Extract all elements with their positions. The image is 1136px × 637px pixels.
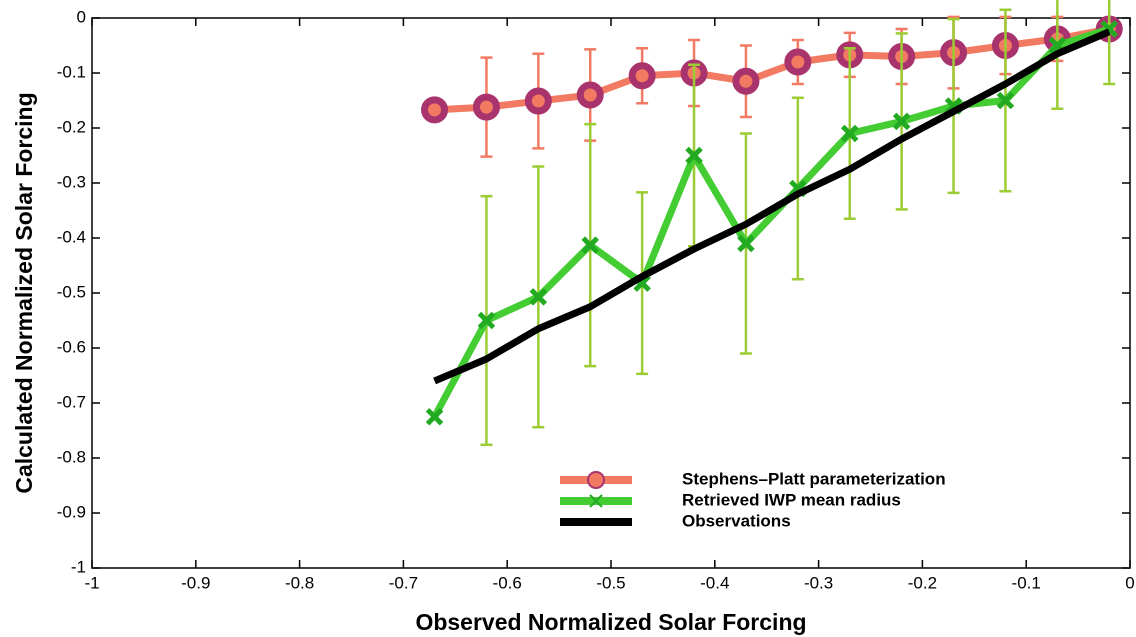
y-tick-label: -0.9 [57,502,86,521]
legend-label: Observations [682,511,791,530]
series-line [433,28,1111,385]
marker [581,236,600,254]
x-tick-label: -0.9 [181,573,210,592]
error-bar [1103,0,1116,86]
y-tick-label: -1 [71,557,86,576]
x-tick-label: -0.1 [1012,573,1041,592]
legend-marker [587,471,605,489]
x-tick-label: -0.6 [493,573,522,592]
marker [524,87,552,115]
series-line [431,25,1111,419]
x-tick-label: -0.8 [285,573,314,592]
marker [996,91,1015,110]
y-tick-label: -0.4 [57,227,86,246]
legend-marker [589,494,603,508]
marker [732,67,760,95]
x-tick-label: -0.2 [908,573,937,592]
marker [840,124,859,143]
marker [477,311,496,330]
marker [892,112,911,131]
marker [737,234,755,253]
legend-label: Stephens–Platt parameterization [682,469,946,488]
x-tick-label: 0 [1125,573,1134,592]
y-tick-label: -0.3 [57,172,86,191]
y-tick-label: -0.7 [57,392,86,411]
legend-label: Retrieved IWP mean radius [682,490,901,509]
y-tick-label: -0.2 [57,117,86,136]
x-tick-label: -0.7 [389,573,418,592]
marker [425,407,444,426]
marker [628,62,656,90]
y-tick-label: -0.6 [57,337,86,356]
x-tick-label: -0.3 [804,573,833,592]
y-tick-label: 0 [77,7,86,26]
y-tick-label: -0.1 [57,62,86,81]
plot-frame [91,17,1131,569]
x-axis-label: Observed Normalized Solar Forcing [415,609,806,635]
x-tick-label: -0.4 [700,573,729,592]
marker [421,96,449,124]
y-tick-label: -0.8 [57,447,86,466]
marker [529,288,548,306]
y-tick-label: -0.5 [57,282,86,301]
marker [784,48,812,76]
x-tick-label: -1 [84,573,99,592]
y-axis-label: Calculated Normalized Solar Forcing [11,92,37,493]
marker [472,93,500,121]
x-tick-label: -0.5 [596,573,625,592]
marker [685,146,703,165]
marker [576,81,604,109]
